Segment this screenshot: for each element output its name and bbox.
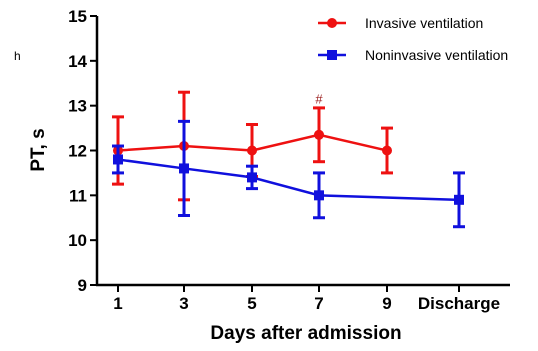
series-layer <box>112 90 465 229</box>
data-point <box>247 172 257 183</box>
y-tick-label: 14 <box>68 52 87 71</box>
legend-label: Invasive ventilation <box>365 15 483 31</box>
x-tick-label: 7 <box>314 294 323 313</box>
x-tick-label: 1 <box>113 294 122 313</box>
data-point <box>179 163 189 174</box>
data-point <box>454 194 464 205</box>
legend-item-1: Invasive ventilation <box>318 15 483 31</box>
y-tick-label: 9 <box>78 276 87 295</box>
legend-marker <box>327 18 337 28</box>
series-line <box>117 158 460 202</box>
margin-text-fragment: h <box>14 49 21 63</box>
annotation-label: # <box>315 91 323 106</box>
legend-marker <box>327 50 337 60</box>
legend: Invasive ventilation Noninvasive ventilat… <box>318 15 508 63</box>
data-point <box>314 190 324 201</box>
y-tick-label: 10 <box>68 231 87 250</box>
legend-label: Noninvasive ventilation <box>365 47 508 63</box>
y-ticks: 9 10 11 12 13 14 15 <box>68 7 97 295</box>
y-tick-label: 12 <box>68 142 87 161</box>
x-tick-label: 9 <box>382 294 391 313</box>
legend-item-2: Noninvasive ventilation <box>318 47 508 63</box>
x-axis-title: Days after admission <box>210 323 401 344</box>
x-tick-label: 3 <box>179 294 188 313</box>
series-2 <box>112 119 465 229</box>
y-tick-label: 13 <box>68 97 87 116</box>
y-axis-title: PT, s <box>28 128 49 171</box>
annotation-layer: # <box>315 91 323 106</box>
data-point <box>247 145 257 156</box>
x-tick-label: Discharge <box>418 294 500 313</box>
x-ticks: 1 3 5 7 9 Discharge <box>113 285 500 313</box>
data-point <box>113 154 123 165</box>
data-point <box>314 129 324 140</box>
x-tick-label: 5 <box>247 294 256 313</box>
y-tick-label: 11 <box>69 186 87 205</box>
data-point <box>382 145 392 156</box>
y-tick-label: 15 <box>68 7 87 26</box>
